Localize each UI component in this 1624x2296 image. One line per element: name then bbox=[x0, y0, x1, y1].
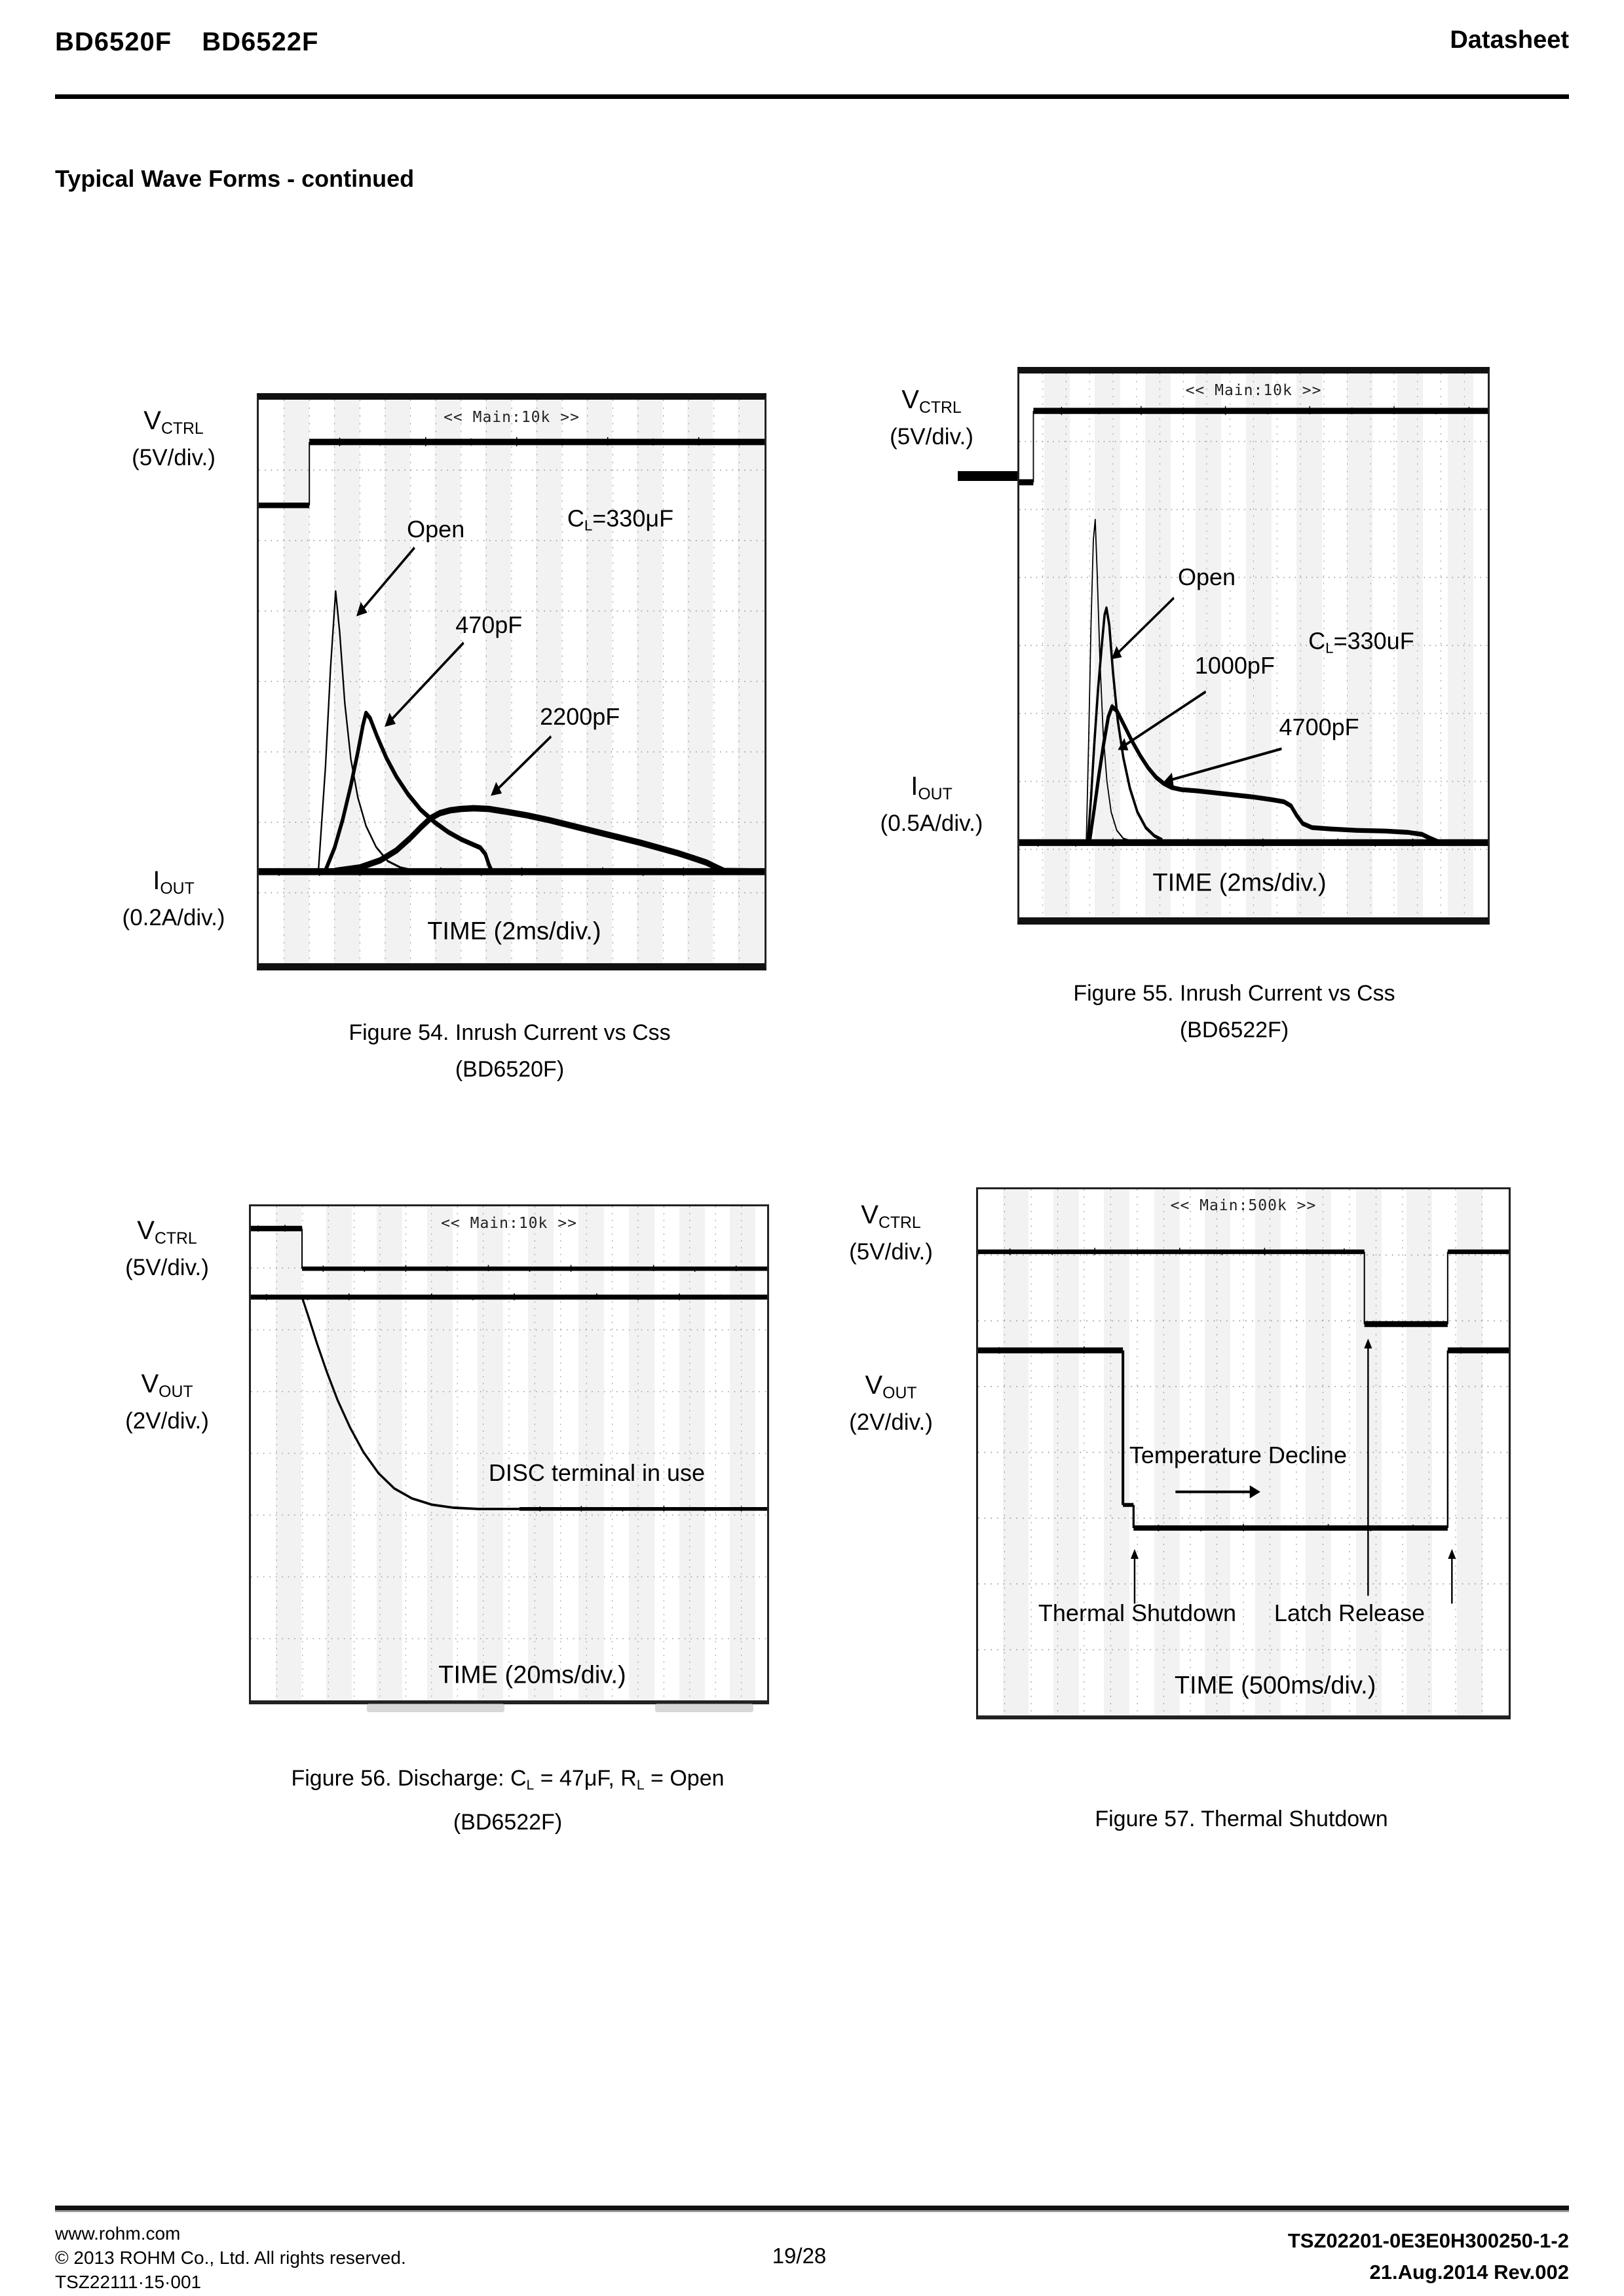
oscilloscope-screenshot-fig55: << Main:10k >> Open 1000pF 4700pF CL=330… bbox=[1017, 367, 1490, 925]
time-axis-label: TIME (20ms/div.) bbox=[438, 1661, 626, 1689]
figure-caption-57: Figure 57. Thermal Shutdown bbox=[1095, 1807, 1388, 1831]
annotation-open: Open bbox=[407, 515, 465, 543]
channel-subscript: CTRL bbox=[161, 419, 204, 438]
channel-subscript: OUT bbox=[160, 879, 195, 898]
channel-label-iout-fig54: IOUT (0.2A/div.) bbox=[98, 866, 249, 932]
oscilloscope-screenshot-fig57: << Main:500k >> Temperature Decline Ther… bbox=[976, 1187, 1511, 1719]
channel-label-vctrl-fig56: VCTRL (5V/div.) bbox=[125, 1216, 209, 1280]
footer-url: www.rohm.com bbox=[55, 2223, 181, 2244]
scope-status-remnant bbox=[367, 1704, 504, 1712]
channel-label-vctrl-fig55: VCTRL (5V/div.) bbox=[890, 385, 973, 450]
scope-timebase-label: << Main:10k >> bbox=[444, 408, 580, 426]
waveform-canvas-fig55 bbox=[1019, 373, 1488, 917]
annotation-load-condition: CL=330uF bbox=[1308, 627, 1414, 657]
page-title: BD6520F BD6522F bbox=[55, 28, 318, 57]
time-axis-label: TIME (500ms/div.) bbox=[1174, 1672, 1376, 1700]
waveform-canvas-fig57 bbox=[978, 1189, 1509, 1715]
annotation-disc-terminal: DISC terminal in use bbox=[488, 1459, 706, 1487]
time-axis-label: TIME (2ms/div.) bbox=[1152, 869, 1327, 897]
product-name-2: BD6522F bbox=[202, 28, 319, 56]
scope-timebase-label: << Main:500k >> bbox=[1170, 1196, 1317, 1214]
figure-caption-55: Figure 55. Inrush Current vs Css (BD6522… bbox=[1073, 981, 1395, 1043]
footer-copyright: © 2013 ROHM Co., Ltd. All rights reserve… bbox=[55, 2248, 406, 2268]
waveform-canvas-fig54 bbox=[259, 400, 765, 963]
caption-line-1: Figure 56. Discharge: CL = 47μF, RL = Op… bbox=[291, 1766, 725, 1793]
channel-label-vout-fig57: VOUT (2V/div.) bbox=[849, 1371, 933, 1435]
oscilloscope-screenshot-fig54: << Main:10k >> Open 470pF 2200pF CL=330μ… bbox=[257, 393, 766, 970]
annotation-470pf: 470pF bbox=[455, 611, 523, 638]
scope-status-remnant bbox=[655, 1704, 753, 1712]
channel-scale: (5V/div.) bbox=[132, 444, 216, 470]
section-title: Typical Wave Forms - continued bbox=[55, 165, 415, 192]
footer-doc-code: TSZ22111·15·001 bbox=[55, 2272, 202, 2292]
header-rule bbox=[55, 94, 1569, 99]
channel-label-vctrl-fig57: VCTRL (5V/div.) bbox=[849, 1200, 933, 1265]
footer-tsz-number: TSZ02201-0E3E0H300250-1-2 bbox=[1287, 2229, 1569, 2252]
footer-left: www.rohm.com © 2013 ROHM Co., Ltd. All r… bbox=[55, 2221, 406, 2294]
waveform-canvas-fig56 bbox=[251, 1206, 767, 1700]
footer-revision: 21.Aug.2014 Rev.002 bbox=[1369, 2261, 1569, 2284]
channel-symbol: I bbox=[153, 866, 161, 895]
doc-type-label: Datasheet bbox=[1450, 26, 1569, 54]
annotation-thermal-shutdown: Thermal Shutdown bbox=[1038, 1599, 1237, 1627]
channel-scale: (0.2A/div.) bbox=[122, 904, 225, 930]
scope-timebase-label: << Main:10k >> bbox=[441, 1215, 577, 1233]
channel-label-iout-fig55: IOUT (0.5A/div.) bbox=[880, 772, 983, 836]
channel-label-vctrl-fig54: VCTRL (5V/div.) bbox=[98, 406, 249, 472]
figure-caption-54: Figure 54. Inrush Current vs Css (BD6520… bbox=[349, 1020, 671, 1082]
time-axis-label: TIME (2ms/div.) bbox=[427, 917, 601, 946]
channel-symbol: V bbox=[143, 406, 161, 435]
vctrl-low-trace-stub bbox=[958, 471, 1018, 481]
annotation-2200pf: 2200pF bbox=[540, 703, 620, 731]
annotation-temperature-decline: Temperature Decline bbox=[1129, 1442, 1347, 1469]
footer-rule bbox=[55, 2206, 1569, 2212]
figure-caption-56: Figure 56. Discharge: CL = 47μF, RL = Op… bbox=[177, 1760, 839, 1841]
scope-timebase-label: << Main:10k >> bbox=[1185, 381, 1322, 399]
channel-label-vout-fig56: VOUT (2V/div.) bbox=[125, 1369, 209, 1434]
annotation-1000pf: 1000pF bbox=[1194, 652, 1275, 679]
oscilloscope-screenshot-fig56: << Main:10k >> DISC terminal in use TIME… bbox=[249, 1204, 769, 1704]
footer-right: TSZ02201-0E3E0H300250-1-2 21.Aug.2014 Re… bbox=[1288, 2225, 1569, 2288]
product-name-1: BD6520F bbox=[55, 28, 172, 56]
annotation-4700pf: 4700pF bbox=[1279, 713, 1359, 740]
page-number: 19/28 bbox=[772, 2244, 827, 2268]
annotation-load-condition: CL=330μF bbox=[567, 505, 674, 534]
annotation-latch-release: Latch Release bbox=[1274, 1599, 1426, 1627]
annotation-open: Open bbox=[1177, 564, 1236, 591]
